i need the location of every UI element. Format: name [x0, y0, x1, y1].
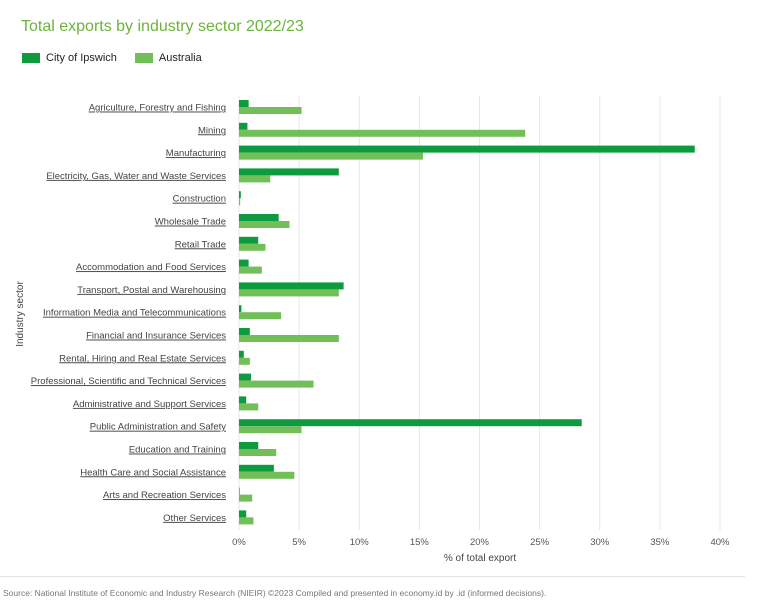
bar-australia-agriculture-forestry-and-fishing[interactable] — [239, 107, 302, 114]
bar-city-of-ipswich-arts-and-recreation-services[interactable] — [239, 487, 240, 495]
bar-city-of-ipswich-wholesale-trade[interactable] — [239, 214, 279, 221]
x-tick-label-35: 35% — [650, 537, 670, 548]
bar-city-of-ipswich-retail-trade[interactable] — [239, 236, 259, 244]
bar-city-of-ipswich-accommodation-and-food-services[interactable] — [239, 259, 249, 267]
category-label-mining: Mining — [198, 125, 226, 136]
category-label-arts-and-recreation-services: Arts and Recreation Services — [103, 490, 226, 501]
bar-city-of-ipswich-agriculture-forestry-and-fishing[interactable] — [239, 100, 249, 107]
bar-australia-professional-scientific-and-technical-services[interactable] — [239, 380, 314, 388]
x-tick-label-20: 20% — [470, 537, 490, 548]
bar-australia-manufacturing[interactable] — [239, 152, 423, 160]
bar-australia-accommodation-and-food-services[interactable] — [239, 266, 262, 274]
bar-australia-electricity-gas-water-and-waste-services[interactable] — [239, 175, 271, 183]
bar-australia-transport-postal-and-warehousing[interactable] — [239, 289, 339, 297]
category-label-electricity-gas-water-and-waste-services: Electricity, Gas, Water and Waste Servic… — [46, 171, 226, 182]
x-tick-label-25: 25% — [530, 537, 550, 548]
category-label-other-services: Other Services — [163, 513, 226, 524]
category-label-education-and-training: Education and Training — [129, 445, 226, 456]
bar-city-of-ipswich-construction[interactable] — [239, 191, 241, 199]
legend-label-city-of-ipswich: City of Ipswich — [46, 52, 117, 64]
x-tick-label-0: 0% — [232, 537, 246, 548]
x-tick-label-40: 40% — [710, 537, 730, 548]
bar-australia-other-services[interactable] — [239, 517, 254, 525]
legend-item-city-of-ipswich[interactable]: City of Ipswich — [22, 52, 117, 64]
bar-australia-health-care-and-social-assistance[interactable] — [239, 471, 295, 479]
legend-swatch-city-of-ipswich — [22, 53, 40, 63]
bar-australia-retail-trade[interactable] — [239, 243, 266, 251]
category-label-public-administration-and-safety: Public Administration and Safety — [90, 422, 226, 433]
category-label-wholesale-trade: Wholesale Trade — [155, 217, 226, 228]
bar-city-of-ipswich-health-care-and-social-assistance[interactable] — [239, 464, 274, 472]
category-label-transport-postal-and-warehousing: Transport, Postal and Warehousing — [77, 285, 226, 296]
bar-australia-information-media-and-telecommunications[interactable] — [239, 312, 282, 320]
category-label-manufacturing: Manufacturing — [166, 148, 226, 159]
category-label-health-care-and-social-assistance: Health Care and Social Assistance — [80, 467, 226, 478]
bar-australia-administrative-and-support-services[interactable] — [239, 403, 259, 411]
category-label-agriculture-forestry-and-fishing: Agriculture, Forestry and Fishing — [89, 103, 226, 114]
bar-city-of-ipswich-education-and-training[interactable] — [239, 442, 259, 449]
category-label-rental-hiring-and-real-estate-services: Rental, Hiring and Real Estate Services — [59, 353, 226, 364]
legend-swatch-australia — [134, 53, 153, 63]
x-axis-ticks: 0% 5% 10% 15% 20% 25% 30% 35% 40% — [232, 537, 730, 548]
category-label-accommodation-and-food-services: Accommodation and Food Services — [76, 262, 226, 273]
bar-city-of-ipswich-information-media-and-telecommunications[interactable] — [239, 305, 242, 313]
legend: City of Ipswich Australia — [22, 52, 220, 64]
y-axis-title: Industry sector — [15, 281, 26, 347]
x-tick-label-10: 10% — [350, 537, 370, 548]
chart-title: Total exports by industry sector 2022/23 — [21, 18, 304, 35]
bar-city-of-ipswich-financial-and-insurance-services[interactable] — [239, 328, 250, 335]
category-labels: Agriculture, Forestry and Fishing Mining M… — [31, 103, 226, 524]
category-label-professional-scientific-and-technical-services: Professional, Scientific and Technical S… — [31, 376, 226, 387]
bar-city-of-ipswich-manufacturing[interactable] — [239, 145, 695, 153]
bar-australia-public-administration-and-safety[interactable] — [239, 426, 302, 434]
legend-item-australia[interactable]: Australia — [134, 52, 202, 64]
bar-australia-wholesale-trade[interactable] — [239, 221, 290, 228]
bar-australia-mining[interactable] — [239, 129, 526, 137]
x-axis-title: % of total export — [444, 553, 516, 564]
bar-city-of-ipswich-public-administration-and-safety[interactable] — [239, 419, 582, 427]
x-tick-label-30: 30% — [590, 537, 610, 548]
bar-australia-financial-and-insurance-services[interactable] — [239, 335, 339, 342]
bar-city-of-ipswich-rental-hiring-and-real-estate-services[interactable] — [239, 350, 244, 358]
bar-city-of-ipswich-mining[interactable] — [239, 122, 248, 130]
footer-divider — [0, 576, 745, 577]
category-label-retail-trade: Retail Trade — [175, 239, 226, 250]
gridlines — [238, 96, 721, 530]
category-label-information-media-and-telecommunications: Information Media and Telecommunications — [43, 308, 226, 319]
bar-australia-rental-hiring-and-real-estate-services[interactable] — [239, 357, 250, 365]
source-note: Source: National Institute of Economic a… — [3, 588, 547, 598]
category-label-administrative-and-support-services: Administrative and Support Services — [73, 399, 226, 410]
x-tick-label-15: 15% — [410, 537, 430, 548]
legend-label-australia: Australia — [158, 52, 202, 64]
category-label-construction: Construction — [173, 194, 226, 205]
bar-city-of-ipswich-administrative-and-support-services[interactable] — [239, 396, 247, 404]
bars — [239, 100, 695, 525]
bar-city-of-ipswich-other-services[interactable] — [239, 510, 247, 518]
x-tick-label-5: 5% — [292, 537, 306, 548]
bar-city-of-ipswich-professional-scientific-and-technical-services[interactable] — [239, 373, 252, 381]
bar-australia-education-and-training[interactable] — [239, 449, 277, 456]
bar-australia-arts-and-recreation-services[interactable] — [239, 494, 253, 502]
bar-city-of-ipswich-transport-postal-and-warehousing[interactable] — [239, 282, 344, 290]
bar-australia-construction[interactable] — [239, 198, 241, 206]
bar-city-of-ipswich-electricity-gas-water-and-waste-services[interactable] — [239, 168, 339, 176]
category-label-financial-and-insurance-services: Financial and Insurance Services — [86, 331, 226, 342]
